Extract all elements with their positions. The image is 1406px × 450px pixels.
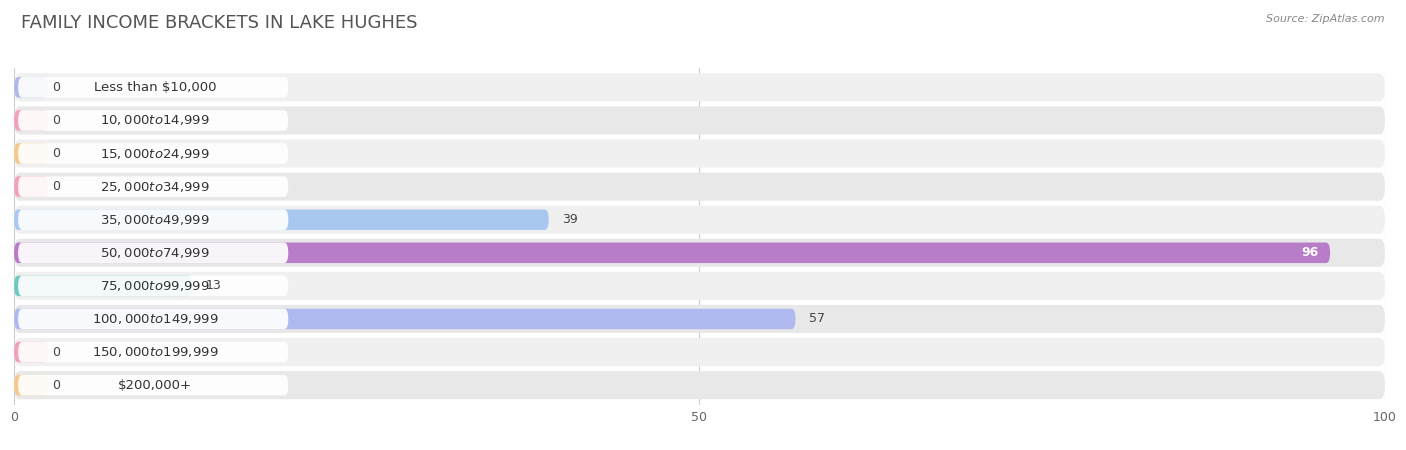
Text: $10,000 to $14,999: $10,000 to $14,999 (100, 113, 209, 127)
FancyBboxPatch shape (18, 243, 288, 263)
FancyBboxPatch shape (18, 342, 288, 362)
FancyBboxPatch shape (14, 342, 48, 362)
FancyBboxPatch shape (14, 275, 193, 296)
FancyBboxPatch shape (14, 338, 1385, 366)
FancyBboxPatch shape (18, 309, 288, 329)
FancyBboxPatch shape (14, 206, 1385, 234)
Text: $50,000 to $74,999: $50,000 to $74,999 (100, 246, 209, 260)
Text: 96: 96 (1302, 246, 1319, 259)
Text: Source: ZipAtlas.com: Source: ZipAtlas.com (1267, 14, 1385, 23)
FancyBboxPatch shape (14, 106, 1385, 135)
FancyBboxPatch shape (14, 375, 48, 396)
FancyBboxPatch shape (18, 275, 288, 296)
FancyBboxPatch shape (14, 272, 1385, 300)
Text: $25,000 to $34,999: $25,000 to $34,999 (100, 180, 209, 194)
Text: 0: 0 (52, 147, 60, 160)
FancyBboxPatch shape (18, 375, 288, 396)
Text: $150,000 to $199,999: $150,000 to $199,999 (91, 345, 218, 359)
FancyBboxPatch shape (14, 110, 48, 130)
Text: $200,000+: $200,000+ (118, 378, 193, 392)
Text: 0: 0 (52, 114, 60, 127)
Text: 0: 0 (52, 180, 60, 193)
FancyBboxPatch shape (14, 172, 1385, 201)
FancyBboxPatch shape (18, 77, 288, 98)
Text: FAMILY INCOME BRACKETS IN LAKE HUGHES: FAMILY INCOME BRACKETS IN LAKE HUGHES (21, 14, 418, 32)
FancyBboxPatch shape (14, 243, 1330, 263)
FancyBboxPatch shape (14, 305, 1385, 333)
Text: 0: 0 (52, 378, 60, 392)
FancyBboxPatch shape (18, 110, 288, 130)
FancyBboxPatch shape (18, 209, 288, 230)
FancyBboxPatch shape (14, 209, 548, 230)
FancyBboxPatch shape (14, 239, 1385, 267)
Text: 39: 39 (562, 213, 578, 226)
FancyBboxPatch shape (14, 77, 48, 98)
FancyBboxPatch shape (14, 140, 1385, 167)
Text: 13: 13 (207, 279, 222, 292)
Text: $100,000 to $149,999: $100,000 to $149,999 (91, 312, 218, 326)
FancyBboxPatch shape (14, 143, 48, 164)
FancyBboxPatch shape (14, 73, 1385, 101)
Text: $75,000 to $99,999: $75,000 to $99,999 (100, 279, 209, 293)
Text: 0: 0 (52, 81, 60, 94)
FancyBboxPatch shape (14, 309, 796, 329)
Text: $35,000 to $49,999: $35,000 to $49,999 (100, 213, 209, 227)
Text: $15,000 to $24,999: $15,000 to $24,999 (100, 147, 209, 161)
Text: Less than $10,000: Less than $10,000 (94, 81, 217, 94)
FancyBboxPatch shape (14, 371, 1385, 399)
Text: 0: 0 (52, 346, 60, 359)
FancyBboxPatch shape (18, 176, 288, 197)
FancyBboxPatch shape (18, 143, 288, 164)
FancyBboxPatch shape (14, 176, 48, 197)
Text: 57: 57 (810, 312, 825, 325)
